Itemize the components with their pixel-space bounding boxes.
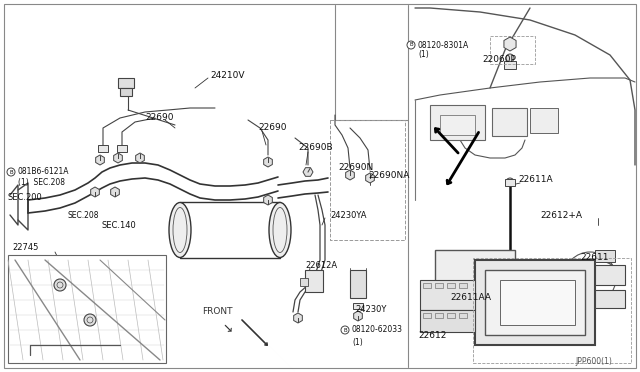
- Text: B: B: [343, 327, 347, 333]
- Bar: [595, 290, 625, 308]
- Bar: [430, 105, 485, 140]
- Bar: [459, 313, 467, 318]
- Bar: [435, 283, 443, 288]
- Ellipse shape: [269, 202, 291, 257]
- Text: 22690N: 22690N: [338, 164, 373, 173]
- Bar: [595, 265, 625, 285]
- Polygon shape: [114, 153, 122, 163]
- Bar: [423, 313, 431, 318]
- Text: SEC.200: SEC.200: [8, 193, 43, 202]
- Text: 24230YA: 24230YA: [330, 211, 367, 219]
- Bar: [447, 283, 455, 288]
- Text: 22745: 22745: [12, 244, 38, 253]
- Text: 22612+A: 22612+A: [540, 211, 582, 219]
- Text: 22611: 22611: [580, 253, 609, 263]
- Text: 24230Y: 24230Y: [355, 305, 387, 314]
- Text: 22611AA: 22611AA: [450, 294, 491, 302]
- Polygon shape: [111, 187, 119, 197]
- Circle shape: [506, 178, 514, 186]
- Text: 08120-8301A: 08120-8301A: [418, 41, 469, 49]
- Bar: [459, 283, 467, 288]
- Polygon shape: [264, 157, 273, 167]
- Circle shape: [505, 39, 515, 49]
- Bar: [492, 108, 527, 136]
- Ellipse shape: [169, 202, 191, 257]
- Polygon shape: [365, 173, 374, 183]
- Bar: [353, 303, 363, 309]
- Bar: [440, 115, 475, 135]
- Bar: [490, 36, 535, 64]
- Bar: [350, 270, 366, 298]
- Text: 08120-62033: 08120-62033: [352, 326, 403, 334]
- Circle shape: [506, 54, 514, 62]
- Text: 22060P: 22060P: [482, 55, 516, 64]
- Bar: [305, 270, 323, 292]
- Circle shape: [84, 314, 96, 326]
- Text: 22612: 22612: [418, 330, 446, 340]
- Text: 22690NA: 22690NA: [368, 170, 410, 180]
- Polygon shape: [91, 187, 99, 197]
- Polygon shape: [504, 37, 516, 51]
- Bar: [118, 78, 134, 88]
- Bar: [420, 310, 475, 332]
- Bar: [117, 145, 127, 152]
- Text: 22690: 22690: [145, 113, 173, 122]
- Circle shape: [54, 279, 66, 291]
- Text: SEC.140: SEC.140: [102, 221, 137, 230]
- Bar: [435, 313, 443, 318]
- Polygon shape: [354, 311, 362, 321]
- Polygon shape: [264, 195, 273, 205]
- Bar: [504, 61, 516, 69]
- Bar: [505, 179, 515, 186]
- Bar: [300, 278, 308, 286]
- Circle shape: [407, 41, 415, 49]
- Text: 22611A: 22611A: [518, 176, 552, 185]
- Text: 081B6-6121A: 081B6-6121A: [18, 167, 70, 176]
- Text: (1)  SEC.208: (1) SEC.208: [18, 179, 65, 187]
- Polygon shape: [294, 313, 302, 323]
- Bar: [435, 250, 515, 310]
- Text: (1): (1): [418, 51, 429, 60]
- Text: B: B: [409, 42, 413, 48]
- Bar: [8, 255, 166, 363]
- Polygon shape: [303, 168, 313, 176]
- Text: JPP600(1): JPP600(1): [575, 357, 612, 366]
- Circle shape: [7, 168, 15, 176]
- Text: 22612A: 22612A: [305, 260, 337, 269]
- Bar: [530, 108, 558, 133]
- Circle shape: [341, 326, 349, 334]
- Text: FRONT: FRONT: [202, 308, 232, 317]
- Bar: [120, 88, 132, 96]
- Bar: [447, 313, 455, 318]
- Bar: [473, 258, 631, 363]
- Bar: [98, 145, 108, 152]
- Text: 22690: 22690: [258, 124, 287, 132]
- Bar: [500, 280, 575, 325]
- Text: B: B: [9, 170, 13, 174]
- Text: SEC.208: SEC.208: [68, 211, 99, 219]
- Polygon shape: [346, 170, 355, 180]
- Bar: [595, 250, 615, 262]
- Text: (1): (1): [352, 337, 363, 346]
- Bar: [485, 270, 585, 335]
- Text: →: →: [218, 320, 235, 336]
- Bar: [475, 260, 595, 345]
- Polygon shape: [95, 155, 104, 165]
- Text: 24210V: 24210V: [210, 71, 244, 80]
- Bar: [420, 280, 475, 310]
- Text: 22690B: 22690B: [298, 144, 333, 153]
- Polygon shape: [136, 153, 145, 163]
- Bar: [423, 283, 431, 288]
